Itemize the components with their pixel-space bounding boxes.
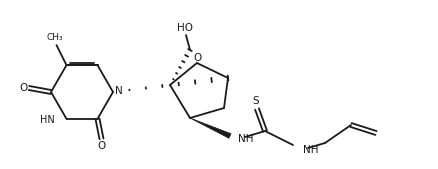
Text: O: O (97, 141, 106, 151)
Text: O: O (194, 53, 202, 63)
Text: CH₃: CH₃ (46, 33, 63, 42)
Text: HO: HO (177, 23, 193, 33)
Polygon shape (190, 118, 231, 138)
Text: O: O (19, 83, 27, 93)
Text: S: S (253, 96, 259, 106)
Text: N: N (115, 86, 123, 96)
Text: NH: NH (238, 134, 254, 144)
Text: NH: NH (303, 145, 318, 155)
Text: HN: HN (40, 115, 54, 125)
